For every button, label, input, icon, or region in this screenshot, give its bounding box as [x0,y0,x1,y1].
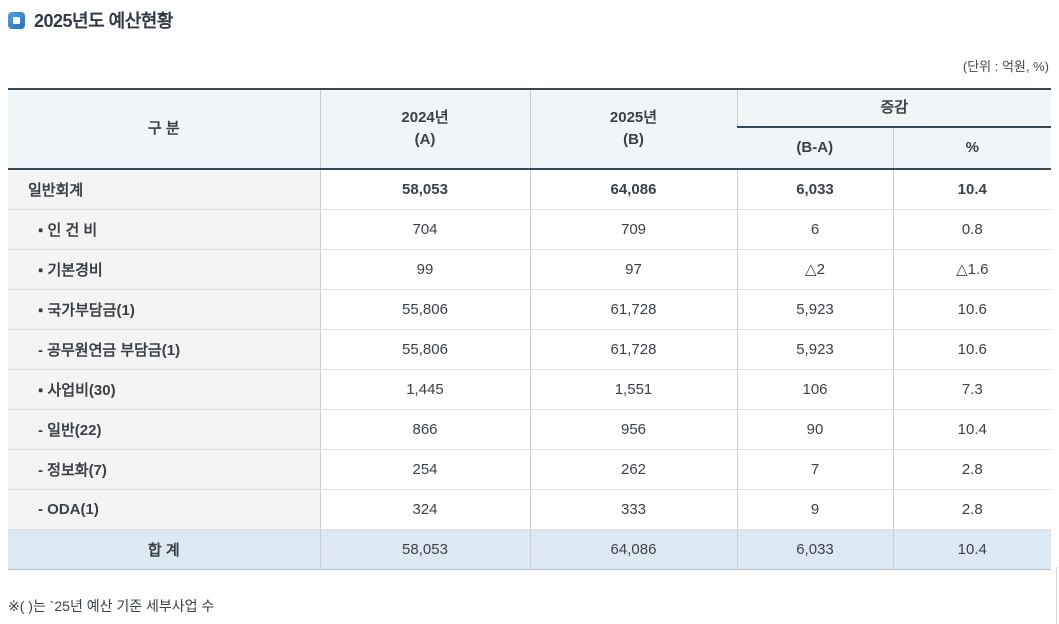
cell-label: - 공무원연금 부담금(1) [8,329,320,370]
cell-pct: 10.4 [892,169,1052,210]
cell-2025: 97 [529,249,737,290]
cell-diff: 5,923 [736,289,893,330]
cell-2025: 262 [529,449,737,490]
cell-pct: 0.8 [892,209,1052,250]
cell-2024: 704 [319,209,530,250]
cell-pct: 2.8 [892,489,1052,530]
table-row: 일반회계 58,053 64,086 6,033 10.4 [8,169,1052,210]
col-header-2025-letter: (B) [623,131,644,148]
table-row: - 정보화(7) 254 262 7 2.8 [8,449,1052,490]
cell-diff: 6,033 [736,529,893,570]
budget-table: 구 분 2024년 (A) 2025년 (B) 증감 (B-A) % 일반회계 … [8,88,1052,570]
header-row-2: (B-A) % [8,127,1052,170]
col-header-change-group: 증감 [736,89,1052,128]
table-row: - 공무원연금 부담금(1) 55,806 61,728 5,923 10.6 [8,329,1052,370]
header-row-1: 구 분 2024년 (A) 2025년 (B) 증감 [8,89,1052,170]
col-header-2025-year: 2025년 [609,109,658,127]
footnote: ※( )는 `25년 예산 기준 세부사업 수 [8,598,215,614]
cell-2024: 58,053 [319,169,530,210]
cell-pct: 10.4 [892,529,1052,570]
cell-2025: 64,086 [529,529,737,570]
budget-table-header: 구 분 2024년 (A) 2025년 (B) 증감 (B-A) % [8,89,1052,170]
col-header-2024-year: 2024년 [401,109,449,127]
cell-label: ▪ 인 건 비 [8,209,320,250]
cell-2024: 58,053 [319,529,530,570]
col-header-2024-letter: (A) [414,131,436,148]
table-row: - 일반(22) 866 956 90 10.4 [8,409,1052,450]
cell-2024: 1,445 [319,369,530,410]
cell-diff: 106 [736,369,893,410]
title-bullet-icon-inner [13,16,20,24]
cell-2025: 61,728 [529,289,737,330]
cell-label: ▪ 사업비(30) [8,369,320,410]
table-row: ▪ 기본경비 99 97 △2 △1.6 [8,249,1052,290]
table-row: ▪ 사업비(30) 1,445 1,551 106 7.3 [8,369,1052,410]
cell-label: 합 계 [8,529,320,570]
page-right-edge-line [1056,567,1057,624]
col-header-2025: 2025년 (B) [529,89,737,170]
cell-label: - 일반(22) [8,409,320,450]
cell-diff: 9 [736,489,893,530]
cell-pct: 10.6 [892,289,1052,330]
cell-diff: △2 [736,249,893,290]
table-row: - ODA(1) 324 333 9 2.8 [8,489,1052,530]
cell-2024: 254 [319,449,530,490]
unit-note: (단위 : 억원, %) [962,59,1049,74]
cell-pct: 7.3 [892,369,1052,410]
cell-label: ▪ 기본경비 [8,249,320,290]
cell-2024: 99 [319,249,530,290]
cell-2025: 956 [529,409,737,450]
cell-2024: 55,806 [319,329,530,370]
cell-pct: 10.4 [892,409,1052,450]
cell-diff: 6 [736,209,893,250]
table-row: ▪ 인 건 비 704 709 6 0.8 [8,209,1052,250]
page-title: 2025년도 예산현황 [34,11,173,31]
cell-2025: 333 [529,489,737,530]
col-header-pct: % [892,127,1052,170]
cell-label: - 정보화(7) [8,449,320,490]
cell-pct: △1.6 [892,249,1052,290]
cell-diff: 6,033 [736,169,893,210]
budget-table-body: 일반회계 58,053 64,086 6,033 10.4 ▪ 인 건 비 70… [8,169,1052,570]
cell-2025: 61,728 [529,329,737,370]
cell-label: ▪ 국가부담금(1) [8,289,320,330]
col-header-diff: (B-A) [737,127,893,170]
cell-pct: 10.6 [892,329,1052,370]
cell-label: 일반회계 [8,169,320,210]
cell-2025: 64,086 [529,169,737,210]
cell-2025: 1,551 [529,369,737,410]
page-header: 2025년도 예산현황 [8,7,173,33]
table-row: ▪ 국가부담금(1) 55,806 61,728 5,923 10.6 [8,289,1052,330]
cell-2024: 55,806 [319,289,530,330]
cell-2024: 324 [319,489,530,530]
table-total-row: 합 계 58,053 64,086 6,033 10.4 [8,529,1052,570]
cell-diff: 7 [736,449,893,490]
col-header-category: 구 분 [8,89,320,170]
cell-pct: 2.8 [892,449,1052,490]
title-bullet-icon [8,11,25,29]
cell-label: - ODA(1) [8,489,320,530]
cell-2025: 709 [529,209,737,250]
cell-2024: 866 [319,409,530,450]
cell-diff: 5,923 [736,329,893,370]
cell-diff: 90 [736,409,893,450]
col-header-2024: 2024년 (A) [319,89,530,170]
